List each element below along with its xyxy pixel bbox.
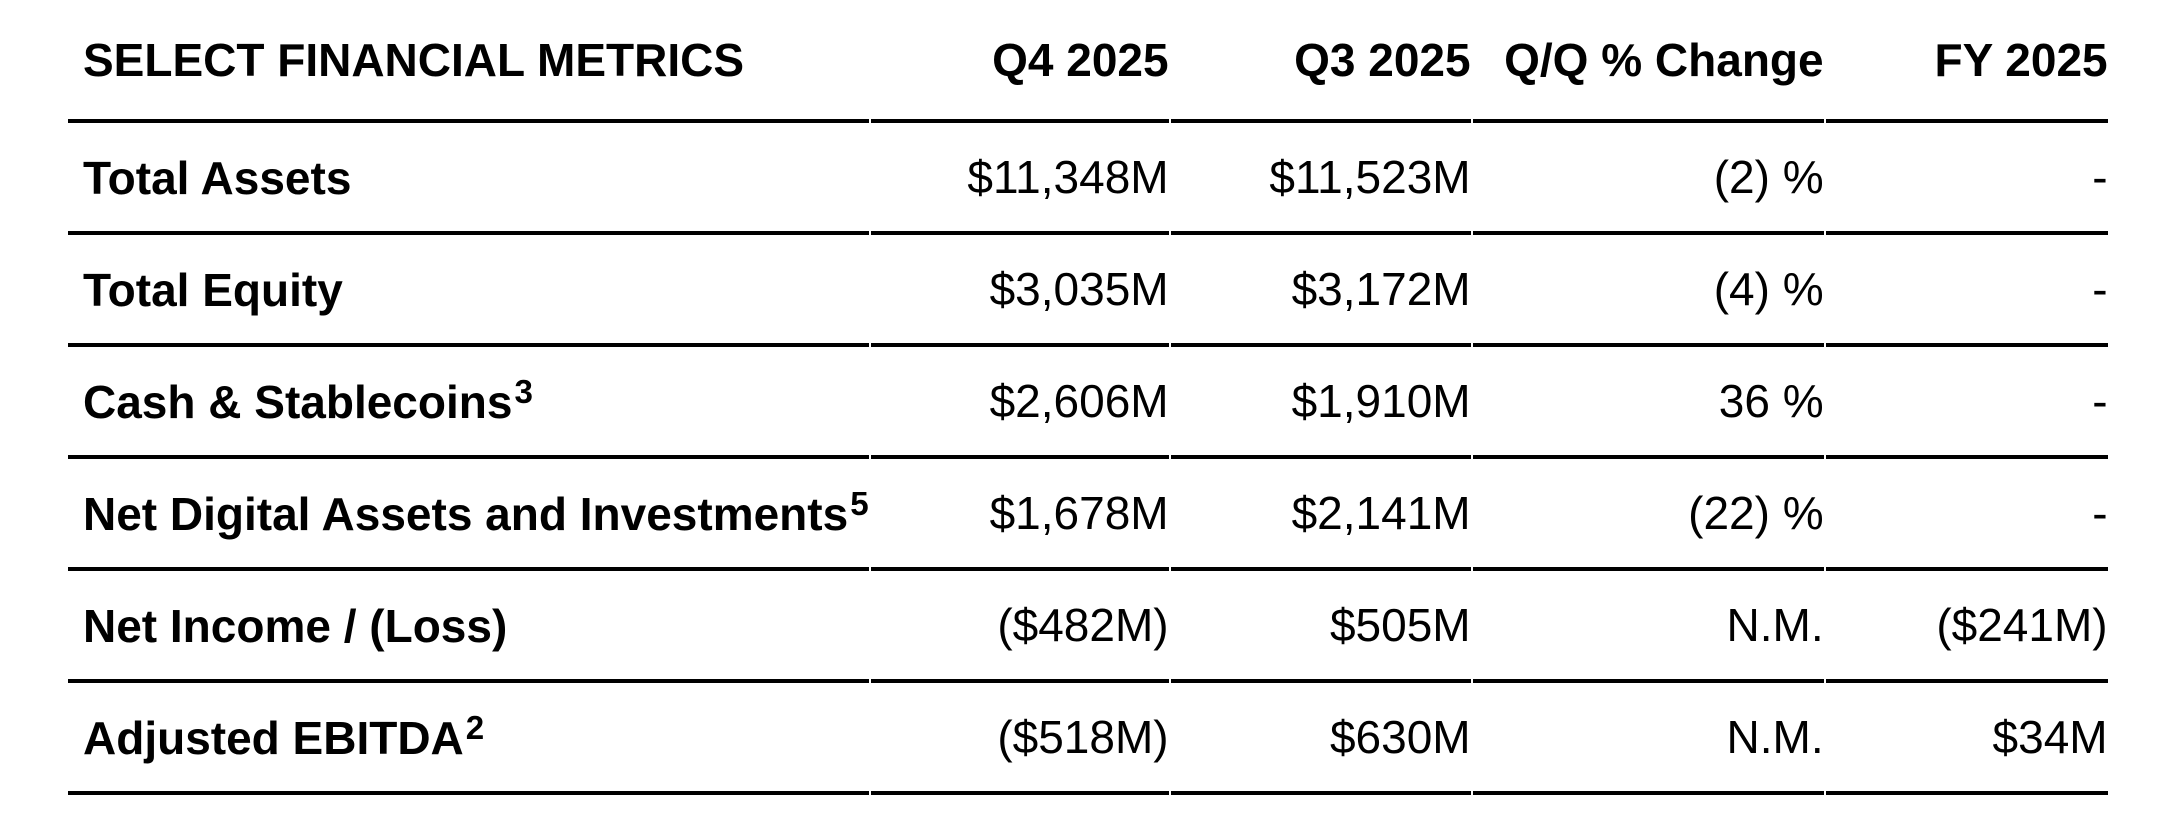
qq-change-value: (2) % <box>1472 123 1824 235</box>
q3-2025-value: $11,523M <box>1170 123 1471 235</box>
metric-label: Cash & Stablecoins <box>83 375 513 428</box>
metric-footnote-superscript: 2 <box>465 709 485 747</box>
qq-change-value: N.M. <box>1472 683 1824 795</box>
table-row: Total Equity $3,035M $3,172M (4) % - <box>68 235 2108 347</box>
fy-2025-value: $34M <box>1825 683 2108 795</box>
table-row: Adjusted EBITDA2 ($518M) $630M N.M. $34M <box>68 683 2108 795</box>
qq-change-value: N.M. <box>1472 571 1824 683</box>
metric-label: Total Assets <box>83 151 352 204</box>
q3-2025-value: $505M <box>1170 571 1471 683</box>
financial-metrics-table: SELECT FINANCIAL METRICS Q4 2025 Q3 2025… <box>66 0 2110 795</box>
fy-2025-value: ($241M) <box>1825 571 2108 683</box>
fy-2025-value: - <box>1825 235 2108 347</box>
qq-change-value: 36 % <box>1472 347 1824 459</box>
q4-2025-value: ($482M) <box>870 571 1169 683</box>
column-header-q4-2025: Q4 2025 <box>870 0 1169 123</box>
table-row: Cash & Stablecoins3 $2,606M $1,910M 36 %… <box>68 347 2108 459</box>
table-row: Net Income / (Loss) ($482M) $505M N.M. (… <box>68 571 2108 683</box>
qq-change-value: (4) % <box>1472 235 1824 347</box>
fy-2025-value: - <box>1825 123 2108 235</box>
metric-label: Net Income / (Loss) <box>83 599 508 652</box>
table-title: SELECT FINANCIAL METRICS <box>68 0 869 123</box>
q3-2025-value: $1,910M <box>1170 347 1471 459</box>
metric-label: Net Digital Assets and Investments <box>83 487 849 540</box>
table-row: Total Assets $11,348M $11,523M (2) % - <box>68 123 2108 235</box>
q3-2025-value: $630M <box>1170 683 1471 795</box>
metric-footnote-superscript: 3 <box>514 373 533 411</box>
metric-label: Adjusted EBITDA <box>83 711 464 764</box>
q3-2025-value: $3,172M <box>1170 235 1471 347</box>
q4-2025-value: $2,606M <box>870 347 1169 459</box>
header-row: SELECT FINANCIAL METRICS Q4 2025 Q3 2025… <box>68 0 2108 123</box>
metric-footnote-superscript: 5 <box>850 485 869 523</box>
qq-change-value: (22) % <box>1472 459 1824 571</box>
q4-2025-value: ($518M) <box>870 683 1169 795</box>
column-header-qq-percent-change: Q/Q % Change <box>1472 0 1824 123</box>
q4-2025-value: $1,678M <box>870 459 1169 571</box>
table-row: Net Digital Assets and Investments5 $1,6… <box>68 459 2108 571</box>
fy-2025-value: - <box>1825 347 2108 459</box>
column-header-q3-2025: Q3 2025 <box>1170 0 1471 123</box>
q4-2025-value: $3,035M <box>870 235 1169 347</box>
column-header-fy-2025: FY 2025 <box>1825 0 2108 123</box>
metric-label: Total Equity <box>83 263 343 316</box>
q4-2025-value: $11,348M <box>870 123 1169 235</box>
q3-2025-value: $2,141M <box>1170 459 1471 571</box>
fy-2025-value: - <box>1825 459 2108 571</box>
